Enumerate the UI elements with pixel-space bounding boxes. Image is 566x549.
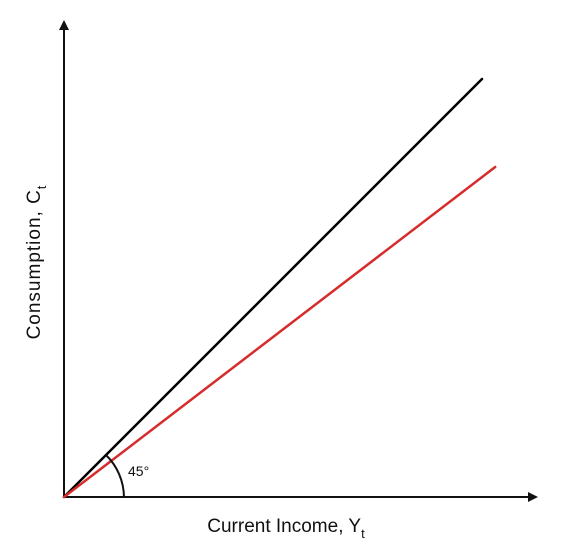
x-axis-label-subscript: t	[361, 526, 365, 541]
series-line-1	[62, 77, 484, 499]
series-group	[62, 77, 497, 499]
y-axis-label-text: Consumption, C	[24, 189, 45, 339]
y-axis-label-subscript: t	[34, 185, 49, 190]
angle-arc	[105, 454, 125, 498]
x-axis-label: Current Income, Yt	[207, 516, 365, 541]
series-line-2	[62, 165, 497, 499]
x-axis-label-text: Current Income, Y	[207, 516, 361, 537]
y-axis-label: Consumption, Ct	[24, 185, 49, 340]
angle-label: 45°	[128, 463, 149, 479]
